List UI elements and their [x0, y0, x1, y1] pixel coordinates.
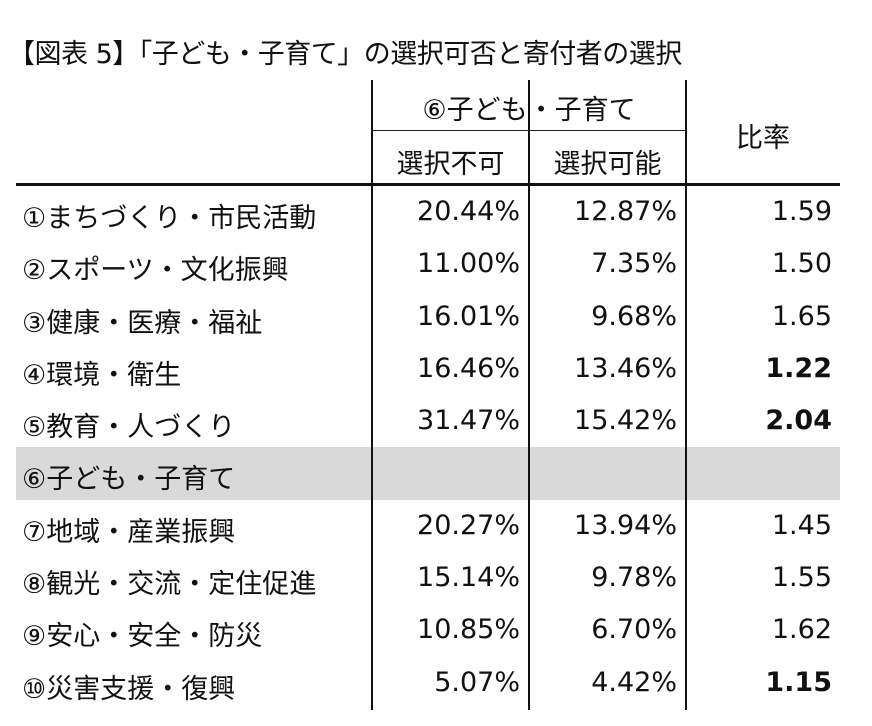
table-row: ⑩災害支援・復興 5.07% 4.42% 1.15	[16, 657, 840, 709]
cell-ratio: 1.45	[771, 509, 832, 541]
row-label: ⑤教育・人づくり	[22, 412, 236, 444]
table-row: ⑨安心・安全・防災 10.85% 6.70% 1.62	[16, 604, 840, 656]
header-column-not-selectable: 選択不可	[396, 149, 505, 180]
cell-not-selectable: 11.00%	[417, 248, 520, 280]
table-body: ①まちづくり・市民活動 20.44% 12.87% 1.59 ②スポーツ・文化振興 11.…	[16, 186, 840, 709]
cell-selectable: 4.42%	[591, 666, 677, 698]
column-divider	[528, 80, 530, 710]
cell-ratio: 1.15	[765, 666, 832, 698]
table-row: ③健康・医療・福祉 16.01% 9.68% 1.65	[16, 291, 840, 343]
cell-not-selectable: 15.14%	[417, 562, 520, 594]
cell-selectable: 9.68%	[591, 300, 677, 332]
row-label: ③健康・医療・福祉	[22, 307, 263, 339]
table-row: ⑦地域・産業振興 20.27% 13.94% 1.45	[16, 500, 840, 552]
cell-selectable: 7.35%	[591, 248, 677, 280]
cell-ratio: 1.22	[765, 352, 832, 384]
cell-not-selectable: 5.07%	[434, 666, 520, 698]
cell-not-selectable: 20.27%	[417, 509, 520, 541]
cell-ratio: 1.65	[771, 300, 832, 332]
row-label: ⑦地域・産業振興	[22, 516, 236, 548]
row-label: ⑥子ども・子育て	[22, 464, 236, 496]
table-row: ②スポーツ・文化振興 11.00% 7.35% 1.50	[16, 238, 840, 290]
cell-ratio: 1.59	[771, 196, 832, 227]
cell-selectable: 15.42%	[574, 405, 677, 437]
table-row: ⑤教育・人づくり 31.47% 15.42% 2.04	[16, 395, 840, 447]
header-bottom-rule	[16, 183, 840, 186]
table-row: ⑧観光・交流・定住促進 15.14% 9.78% 1.55	[16, 552, 840, 604]
cell-selectable: 9.78%	[591, 562, 677, 594]
row-label: ⑧観光・交流・定住促進	[22, 569, 317, 601]
cell-ratio: 1.62	[771, 614, 832, 646]
cell-not-selectable: 31.47%	[417, 405, 520, 437]
cell-not-selectable: 20.44%	[417, 196, 520, 227]
cell-ratio: 1.55	[771, 562, 832, 594]
row-label: ⑩災害支援・復興	[22, 673, 236, 705]
cell-selectable: 6.70%	[591, 614, 677, 646]
cell-not-selectable: 16.46%	[417, 352, 520, 384]
cell-not-selectable: 10.85%	[417, 614, 520, 646]
cell-not-selectable: 16.01%	[417, 300, 520, 332]
table-row: ④環境・衛生 16.46% 13.46% 1.22	[16, 343, 840, 395]
table-row: ⑥子ども・子育て	[16, 447, 840, 500]
cell-selectable: 13.94%	[574, 509, 677, 541]
header-column-selectable: 選択可能	[553, 149, 662, 180]
row-label: ②スポーツ・文化振興	[22, 255, 289, 287]
column-divider	[685, 80, 687, 710]
header-column-ratio: 比率	[736, 123, 790, 154]
cell-selectable: 13.46%	[574, 352, 677, 384]
cell-ratio: 1.50	[771, 248, 832, 280]
column-divider	[371, 80, 373, 710]
table-row: ①まちづくり・市民活動 20.44% 12.87% 1.59	[16, 186, 840, 238]
data-table: ⑥子ども・子育て 選択不可 選択可能 比率 ①まちづくり・市民活動 20.44% 1…	[16, 80, 840, 710]
row-label: ④環境・衛生	[22, 359, 182, 391]
cell-ratio: 2.04	[765, 405, 832, 437]
row-label: ⑨安心・安全・防災	[22, 621, 263, 653]
row-label: ①まちづくり・市民活動	[22, 203, 317, 234]
chart-title: 【図表 5】「子ども・子育て」の選択可否と寄付者の選択	[8, 39, 682, 70]
cell-selectable: 12.87%	[574, 196, 677, 227]
